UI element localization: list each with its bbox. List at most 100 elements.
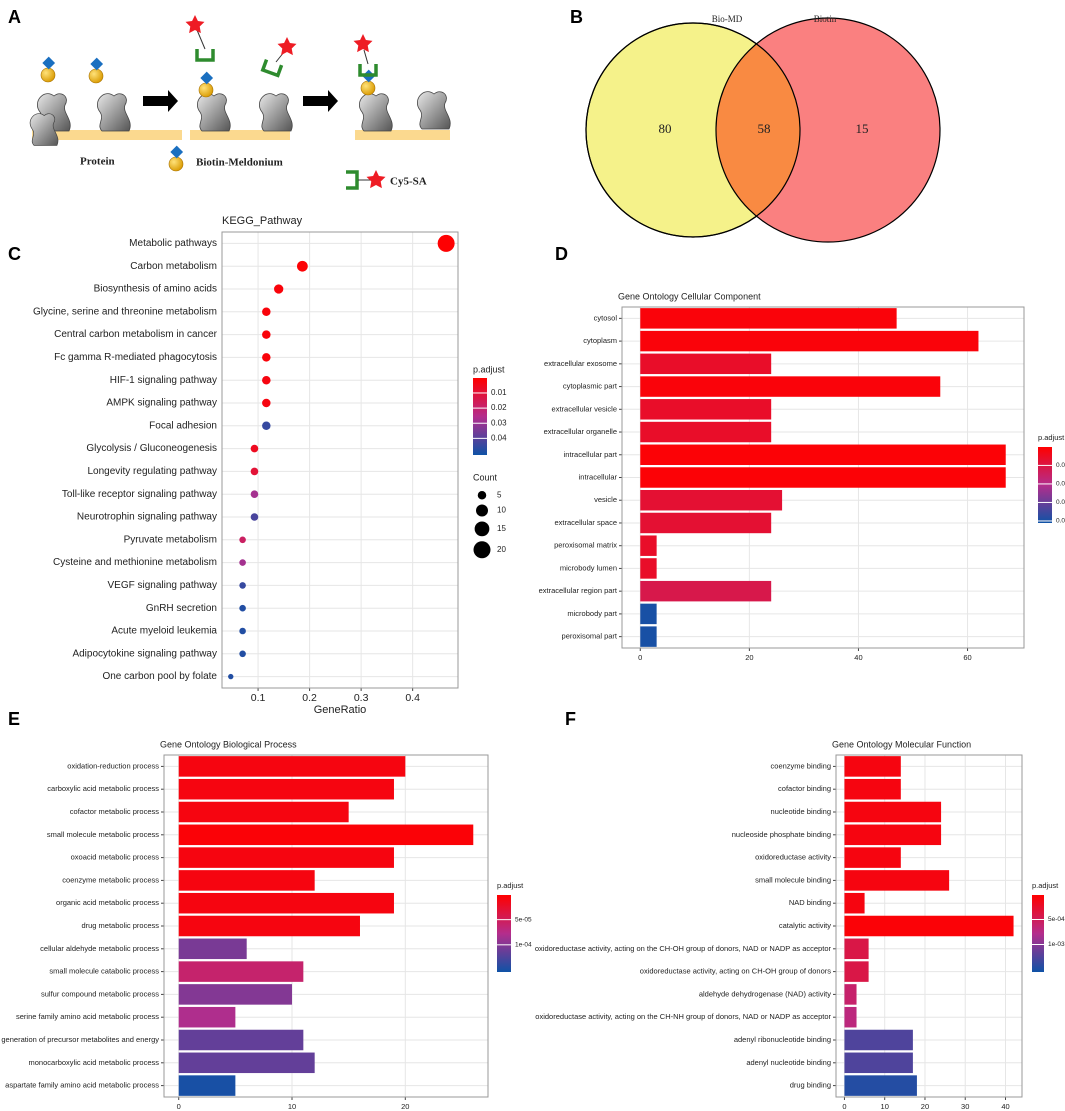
y-tick-label: coenzyme binding: [771, 761, 831, 770]
y-tick-label: Carbon metabolism: [130, 261, 217, 272]
y-tick-label: cofactor binding: [778, 784, 831, 793]
dot: [250, 513, 259, 521]
cy5-sa: [358, 62, 378, 77]
colorbar-label: 5e-04: [1048, 916, 1065, 923]
arrow: [143, 90, 178, 112]
colorbar-label: 0.06: [1056, 499, 1065, 506]
y-tick-label: aldehyde dehydrogenase (NAD) activity: [699, 989, 831, 998]
diagram: Protein Biotin-Meldonium Cy5-SA: [29, 15, 451, 190]
y-tick-label: Fc gamma R-mediated phagocytosis: [54, 352, 217, 363]
bar: [640, 535, 657, 556]
colorbar-label: 0.02: [1056, 462, 1065, 469]
y-tick-label: intracellular part: [564, 450, 618, 459]
chart-title: Gene Ontology Biological Process: [160, 739, 297, 749]
y-tick-label: coenzyme metabolic process: [62, 875, 159, 884]
linker: [196, 29, 206, 50]
y-tick-label: Central carbon metabolism in cancer: [54, 329, 218, 340]
y-tick-label: vesicle: [594, 495, 617, 504]
dot: [297, 260, 308, 272]
bar: [844, 824, 942, 846]
x-tick-label: 10: [288, 1102, 296, 1111]
colorbar-label: 0.03: [491, 418, 507, 427]
y-tick-label: cytoplasm: [583, 336, 617, 345]
biotin-meldonium-icon: [168, 145, 184, 172]
y-tick-label: oxidoreductase activity: [755, 853, 831, 862]
bar: [640, 308, 897, 329]
y-tick-label: microbody part: [567, 609, 618, 618]
plot-border: [163, 754, 489, 1098]
y-tick-label: cytoplasmic part: [563, 382, 618, 391]
cy5-sa: [195, 47, 215, 62]
x-tick-label: 20: [921, 1102, 929, 1111]
panel-letter: D: [555, 244, 568, 264]
y-tick-label: oxidoreductase activity, acting on the C…: [535, 944, 832, 953]
bar: [178, 778, 394, 800]
bar: [178, 961, 304, 982]
plot-border: [835, 754, 1023, 1098]
bar: [844, 984, 857, 1005]
x-tick-label: 0.3: [354, 692, 369, 704]
bar: [844, 801, 942, 823]
bar: [844, 870, 950, 891]
colorbar: [1032, 895, 1044, 972]
bar: [640, 421, 772, 443]
linker: [363, 49, 369, 65]
y-tick-label: drug binding: [790, 1081, 831, 1090]
dot: [262, 307, 271, 317]
size-key-label: 15: [497, 524, 506, 533]
colorbar: [473, 378, 487, 455]
dot: [262, 330, 271, 339]
x-tick-label: 40: [1001, 1102, 1009, 1111]
dot: [262, 398, 271, 408]
dot: [239, 604, 246, 612]
bar: [844, 1052, 913, 1074]
bar: [178, 824, 474, 846]
bar: [178, 1006, 236, 1028]
y-tick-label: Focal adhesion: [149, 420, 217, 431]
bar: [640, 467, 1006, 488]
cy5-sa: [261, 57, 284, 78]
y-tick-label: extracellular exosome: [544, 359, 617, 368]
plot-border: [221, 231, 459, 689]
protein: [416, 91, 451, 130]
cy5-sa-icon: [344, 170, 359, 190]
bar: [640, 512, 772, 534]
x-tick-label: 20: [745, 653, 753, 662]
y-tick-label: drug metabolic process: [81, 921, 159, 930]
y-tick-label: sulfur compound metabolic process: [41, 989, 159, 998]
x-axis-label: GeneRatio: [314, 704, 367, 716]
y-tick-label: organic acid metabolic process: [56, 898, 159, 907]
size-key-label: 10: [497, 506, 506, 515]
legend-title: Count: [473, 472, 498, 482]
x-tick-label: 20: [401, 1102, 409, 1111]
y-tick-label: catalytic activity: [779, 921, 831, 930]
dot: [239, 582, 246, 589]
y-tick-label: NAD binding: [789, 898, 831, 907]
bar: [178, 870, 315, 891]
x-tick-label: 60: [963, 653, 971, 662]
venn-outline: [715, 17, 941, 243]
bar: [844, 892, 865, 914]
y-tick-label: generation of precursor metabolites and …: [1, 1035, 159, 1044]
bar: [640, 330, 979, 352]
venn-outline: [585, 22, 801, 238]
protein: [196, 93, 231, 132]
x-tick-label: 0.2: [302, 692, 317, 704]
y-tick-label: oxoacid metabolic process: [71, 853, 160, 862]
arrow: [303, 90, 338, 112]
y-tick-label: VEGF signaling pathway: [107, 580, 217, 591]
y-tick-label: Pyruvate metabolism: [124, 534, 217, 545]
y-tick-label: cytosol: [594, 313, 618, 322]
bar: [844, 1075, 917, 1096]
chart-title: Gene Ontology Cellular Component: [618, 291, 761, 301]
y-tick-label: aspartate family amino acid metabolic pr…: [5, 1081, 159, 1090]
size-key: [475, 504, 489, 517]
y-tick-label: extracellular vesicle: [552, 404, 617, 413]
venn-count: 15: [856, 121, 869, 136]
y-tick-label: small molecule metabolic process: [47, 830, 159, 839]
dot: [274, 284, 284, 294]
y-tick-label: Acute myeloid leukemia: [111, 626, 217, 637]
dot: [437, 234, 455, 252]
bar: [178, 915, 360, 937]
venn-overlap: [716, 23, 800, 237]
